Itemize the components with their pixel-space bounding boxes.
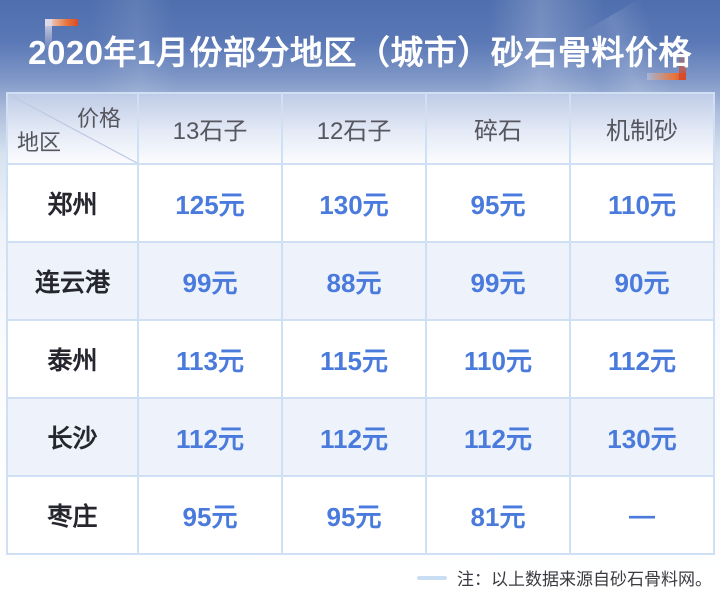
page-title-wrap: 2020年1月份部分地区（城市）砂石骨料价格: [0, 26, 720, 74]
price-cell: 95元: [137, 475, 283, 555]
table-row: 长沙 112元 112元 112元 130元: [6, 397, 715, 477]
corner-region-label: 地区: [17, 130, 62, 155]
price-cell: 112元: [281, 397, 427, 477]
table-row: 泰州 113元 115元 110元 112元: [6, 319, 715, 399]
corner-price-label: 价格: [76, 106, 121, 131]
note-dash-icon: [417, 575, 447, 580]
price-cell: 81元: [425, 475, 571, 555]
price-cell: 125元: [137, 163, 283, 243]
price-cell: 99元: [137, 241, 283, 321]
corner-header-cell: 价格 地区: [6, 92, 139, 165]
region-cell: 连云港: [6, 241, 139, 321]
table-row: 郑州 125元 130元 95元 110元: [6, 163, 715, 243]
bracket-bar: [45, 19, 52, 50]
bracket-bar: [679, 51, 686, 80]
note-text: 注：以上数据来源自砂石骨料网。: [457, 570, 712, 589]
price-cell: 115元: [281, 319, 427, 399]
price-cell: 95元: [425, 163, 571, 243]
source-note: 注：以上数据来源自砂石骨料网。: [417, 565, 712, 590]
table-header-row: 价格 地区 13石子 12石子 碎石 机制砂: [6, 92, 715, 165]
table-row: 连云港 99元 88元 99元 90元: [6, 241, 715, 321]
price-cell: 95元: [281, 475, 427, 555]
column-header-suishi: 碎石: [425, 92, 571, 165]
region-cell: 枣庄: [6, 475, 139, 555]
table-row: 枣庄 95元 95元 81元 —: [6, 475, 715, 555]
diagonal-divider: [8, 94, 137, 163]
price-cell: 99元: [425, 241, 571, 321]
price-cell: 112元: [137, 397, 283, 477]
price-cell: 113元: [137, 319, 283, 399]
column-header-12shizi: 12石子: [281, 92, 427, 165]
price-cell: 112元: [425, 397, 571, 477]
price-table: 价格 地区 13石子 12石子 碎石 机制砂 郑州 125元 130元 95元 …: [6, 92, 715, 555]
price-cell: 90元: [569, 241, 715, 321]
page-title: 2020年1月份部分地区（城市）砂石骨料价格: [28, 34, 692, 71]
title-corner-bracket-topleft-icon: [45, 19, 78, 50]
title-corner-bracket-bottomright-icon: [647, 51, 686, 80]
region-cell: 郑州: [6, 163, 139, 243]
bracket-bar: [45, 19, 78, 26]
region-cell: 长沙: [6, 397, 139, 477]
bracket-bar: [647, 73, 686, 80]
price-cell: 88元: [281, 241, 427, 321]
price-cell: 130元: [569, 397, 715, 477]
price-cell: 110元: [569, 163, 715, 243]
region-cell: 泰州: [6, 319, 139, 399]
price-cell: 112元: [569, 319, 715, 399]
price-cell: 130元: [281, 163, 427, 243]
price-cell: —: [569, 475, 715, 555]
column-header-jizhisha: 机制砂: [569, 92, 715, 165]
column-header-13shizi: 13石子: [137, 92, 283, 165]
price-cell: 110元: [425, 319, 571, 399]
